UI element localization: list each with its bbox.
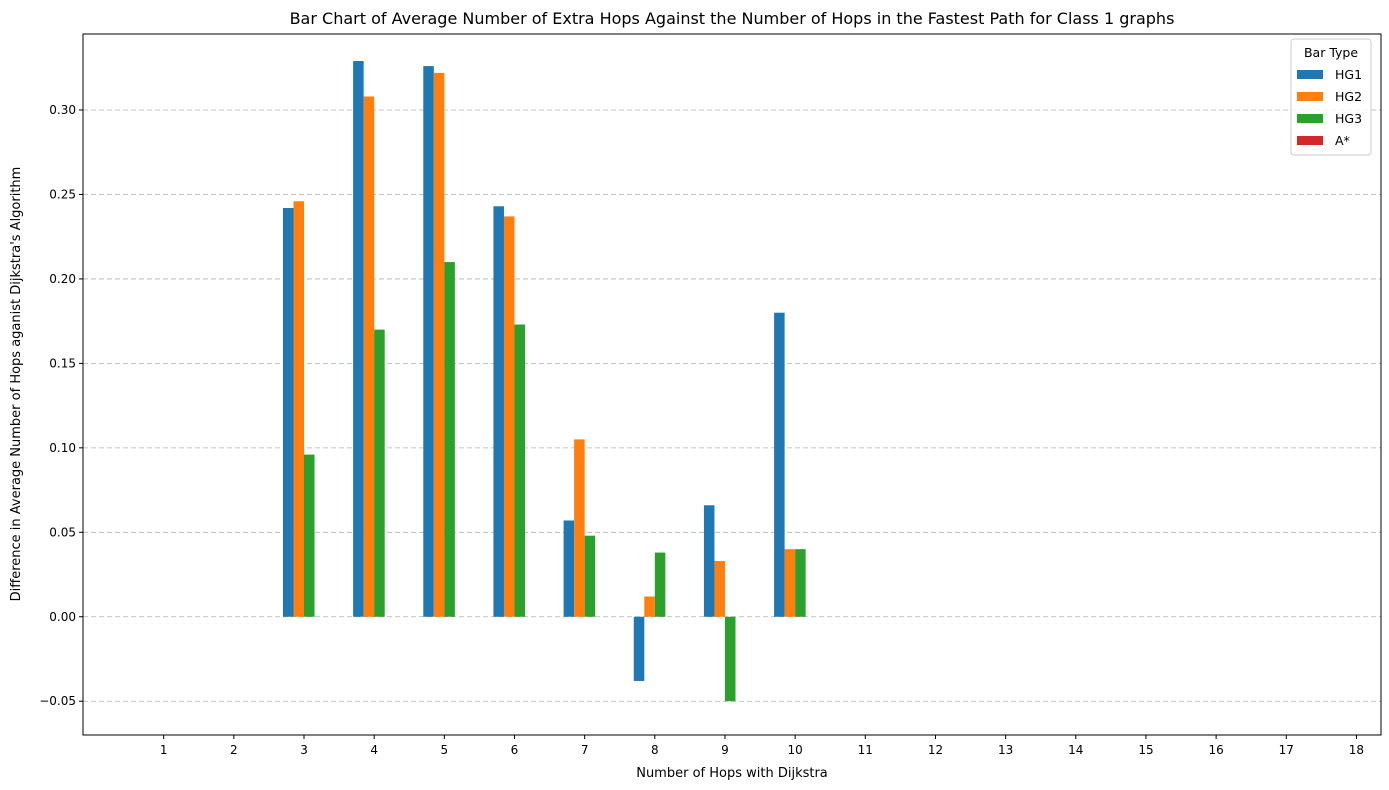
x-tick-label: 2 [230, 743, 238, 757]
bar-hg3-10 [795, 549, 806, 617]
bar-hg1-4 [353, 61, 364, 617]
y-tick-label: 0.10 [49, 441, 76, 455]
x-tick-label: 10 [788, 743, 803, 757]
bar-hg2-4 [363, 96, 375, 617]
bar-hg3-3 [304, 454, 315, 617]
bar-hg1-6 [493, 206, 504, 617]
x-tick-label: 5 [441, 743, 449, 757]
legend-label: HG2 [1335, 89, 1362, 104]
y-tick-label: 0.05 [49, 525, 76, 539]
bar-hg1-8 [633, 616, 645, 681]
bar-hg3-5 [444, 262, 455, 617]
y-tick-label: −0.05 [39, 694, 76, 708]
legend-box [1290, 38, 1372, 156]
y-tick-label: 0.20 [49, 272, 76, 286]
bar-hg2-10 [784, 549, 796, 617]
bar-hg3-6 [514, 324, 526, 617]
bar-hg3-7 [584, 535, 596, 617]
bar-hg2-7 [574, 439, 585, 617]
legend: Bar Type HG1 HG2 HG3 A* [1290, 38, 1372, 156]
legend-swatch [1297, 92, 1323, 101]
grid-lines [83, 109, 1381, 702]
bars [282, 61, 806, 702]
legend-title: Bar Type [1304, 45, 1358, 60]
bar-hg3-8 [654, 552, 666, 617]
bar-hg1-10 [774, 312, 785, 617]
y-tick-label: 0.30 [49, 103, 76, 117]
plot-frame [82, 33, 1382, 736]
bar-hg3-4 [374, 329, 385, 617]
legend-label: HG1 [1335, 67, 1362, 82]
x-tick-label: 18 [1349, 743, 1364, 757]
bar-hg1-5 [423, 66, 434, 617]
x-tick-label: 12 [928, 743, 943, 757]
legend-swatch [1297, 136, 1323, 145]
bar-hg1-7 [563, 520, 575, 617]
x-tick-label: 7 [581, 743, 589, 757]
y-axis-label: Difference in Average Number of Hops aga… [9, 167, 24, 602]
x-tick-label: 15 [1138, 743, 1153, 757]
bar-hg3-9 [724, 616, 736, 702]
legend-swatch [1297, 114, 1323, 123]
y-axis: −0.05 0.00 0.05 0.10 0.15 0.20 0.25 0.30 [39, 103, 83, 708]
x-axis: 1 2 3 4 5 6 7 8 9 10 11 12 13 14 15 16 17 18 [160, 735, 1364, 757]
x-tick-label: 11 [858, 743, 873, 757]
x-tick-label: 14 [1068, 743, 1083, 757]
bar-hg1-3 [282, 207, 294, 617]
bar-hg2-3 [293, 201, 305, 617]
legend-label: HG3 [1335, 111, 1362, 126]
bar-hg2-5 [433, 72, 445, 617]
x-tick-label: 17 [1279, 743, 1294, 757]
x-axis-label: Number of Hops with Dijkstra [636, 766, 828, 781]
bar-hg2-6 [503, 216, 515, 617]
x-tick-label: 4 [370, 743, 378, 757]
bar-hg1-9 [703, 505, 715, 617]
y-tick-label: 0.00 [49, 610, 76, 624]
y-tick-label: 0.25 [49, 187, 76, 201]
x-tick-label: 13 [998, 743, 1013, 757]
x-tick-label: 8 [651, 743, 659, 757]
x-tick-label: 9 [721, 743, 729, 757]
chart-title: Bar Chart of Average Number of Extra Hop… [290, 9, 1175, 28]
legend-swatch [1297, 70, 1323, 79]
legend-label: A* [1335, 133, 1350, 148]
bar-hg2-8 [644, 596, 655, 617]
x-tick-label: 1 [160, 743, 168, 757]
x-tick-label: 3 [300, 743, 308, 757]
legend-items: HG1 HG2 HG3 A* [1297, 67, 1362, 148]
y-tick-label: 0.15 [49, 356, 76, 370]
x-tick-label: 16 [1208, 743, 1223, 757]
x-tick-label: 6 [511, 743, 519, 757]
bar-hg2-9 [714, 561, 725, 617]
